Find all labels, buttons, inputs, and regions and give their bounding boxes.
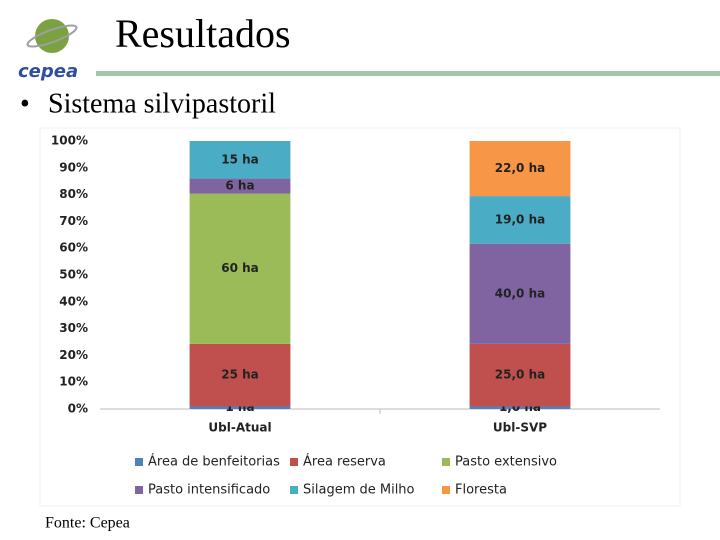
legend-swatch [290, 486, 298, 494]
data-label: 60 ha [221, 261, 259, 275]
y-tick-label: 0% [68, 402, 88, 416]
legend-swatch [442, 458, 450, 466]
legend-label: Área de benfeitorias [148, 454, 280, 470]
legend-swatch [135, 458, 143, 466]
legend-swatch [442, 486, 450, 494]
y-tick-label: 30% [59, 321, 88, 335]
logo-text: cepea [18, 61, 78, 82]
logo-globe [35, 19, 69, 53]
bar-segment [189, 141, 291, 179]
y-tick-label: 50% [59, 268, 88, 282]
y-tick-label: 100% [51, 134, 88, 148]
y-tick-label: 90% [59, 160, 88, 174]
bar-segment [189, 343, 291, 407]
legend-swatch [135, 486, 143, 494]
legend-label: Pasto intensificado [148, 483, 270, 498]
data-label: 22,0 ha [495, 161, 545, 175]
bar-segment [469, 343, 571, 407]
bar-segment [189, 193, 291, 344]
legend-label: Floresta [455, 483, 507, 498]
bar-segment [469, 243, 571, 344]
data-label: 40,0 ha [495, 286, 545, 300]
legend-swatch [290, 458, 298, 466]
bar-segment [469, 141, 571, 197]
legend-label: Pasto extensivo [455, 455, 557, 470]
chart: 0% 10% 20% 30% 40% 50% 60% 70% 80% 90% 100% Ubl-Atu… [51, 134, 660, 498]
y-tick-label: 10% [59, 375, 88, 389]
y-tick-label: 70% [59, 214, 88, 228]
x-tick-label: Ubl-Atual [208, 421, 271, 435]
bar-segment [469, 406, 571, 409]
footer: Fonte: Cepea [45, 515, 130, 532]
data-label: 25,0 ha [495, 368, 545, 382]
y-tick-label: 40% [59, 294, 88, 308]
x-tick-label: Ubl-SVP [493, 421, 547, 435]
y-tick-label: 20% [59, 348, 88, 362]
data-label: 15 ha [221, 152, 259, 166]
data-label: 19,0 ha [495, 212, 545, 226]
y-tick-label: 80% [59, 187, 88, 201]
slide-title: Resultados [115, 11, 291, 56]
bullet-text: Sistema silvipastoril [48, 88, 276, 119]
data-label: 6 ha [225, 179, 254, 193]
bar-segment [189, 178, 291, 194]
data-label: 25 ha [221, 368, 259, 382]
legend-label: Silagem de Milho [303, 483, 415, 498]
logo: cepea [18, 19, 78, 82]
bar-segment [189, 406, 291, 409]
bar-segment [469, 196, 571, 244]
y-tick-label: 60% [59, 241, 88, 255]
chart-area [39, 127, 681, 507]
bullet-mark: • [20, 88, 30, 119]
logo-orbit [26, 24, 78, 48]
legend-label: Área reserva [303, 454, 386, 470]
title-rule [96, 71, 720, 76]
